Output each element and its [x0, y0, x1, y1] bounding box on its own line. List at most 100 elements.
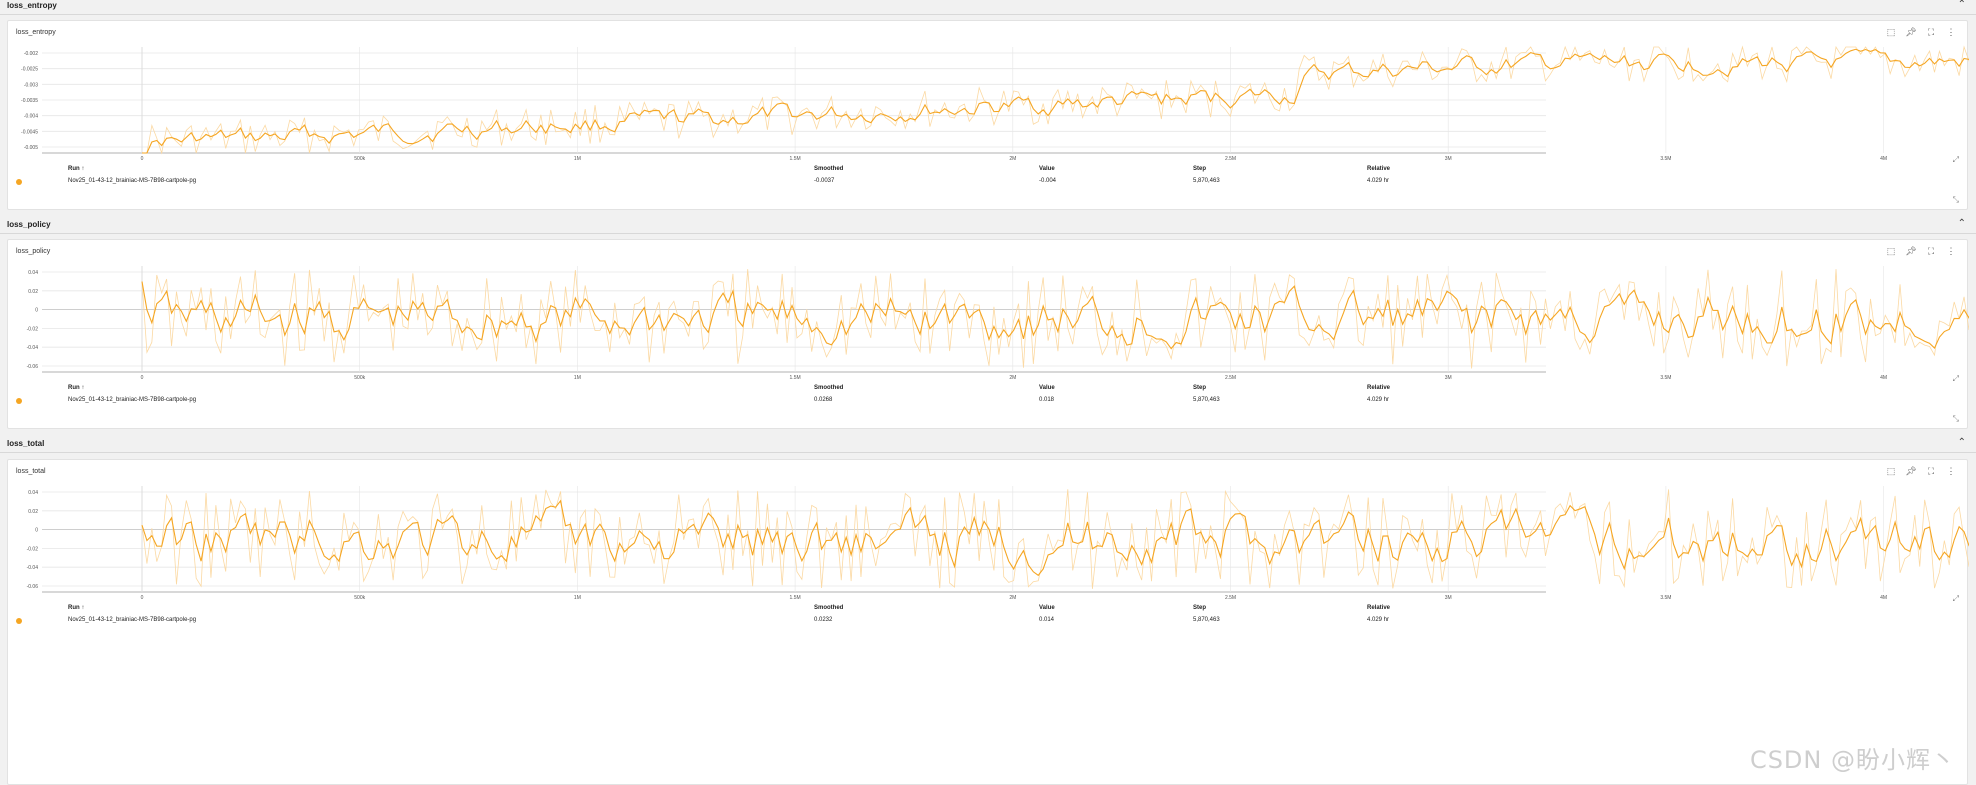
- pin-icon[interactable]: 📌︎: [1905, 466, 1917, 476]
- column-relative: Relative: [1367, 605, 1391, 611]
- x-tick-label: 3.5M: [1660, 156, 1671, 162]
- x-tick-label: 1.5M: [790, 156, 801, 162]
- more-vert-icon[interactable]: ⋮: [1946, 246, 1956, 256]
- fullscreen-icon[interactable]: ⛶: [1927, 27, 1935, 37]
- column-run[interactable]: Run ↑: [68, 605, 85, 611]
- line-chart[interactable]: 0.04 0.02 0 -0.02 -0.04 -0.06 0 500k 1M 1.5M 2M 2.5…: [8, 264, 1969, 394]
- pin-icon[interactable]: 📌︎: [1905, 27, 1917, 37]
- relative-value: 4.029 hr: [1367, 178, 1390, 184]
- run-name: Nov25_01-43-12_brainiac-MS-7B98-cartpole…: [68, 178, 197, 184]
- step-value: 5,870,463: [1193, 617, 1220, 623]
- chart-card-loss-total: loss_total ⬚ 📌︎ ⛶ ⋮ 0.04 0.02 0 -0.02 -0.04 -…: [7, 459, 1969, 785]
- x-tick-label: 2.5M: [1225, 156, 1236, 162]
- smoothed-series-line: [141, 499, 1969, 577]
- pin-icon[interactable]: 📌︎: [1905, 246, 1917, 256]
- line-chart[interactable]: -0.002 -0.0025 -0.003 -0.0035 -0.004 -0.0045 -…: [8, 45, 1969, 175]
- smoothed-value: 0.0268: [814, 397, 833, 403]
- expand-chart-icon[interactable]: ⤢: [1952, 374, 1959, 383]
- column-run[interactable]: Run ↑: [68, 166, 85, 172]
- run-color-dot: [16, 618, 22, 624]
- step-value: 5,870,463: [1193, 178, 1220, 184]
- more-vert-icon[interactable]: ⋮: [1946, 27, 1956, 37]
- column-smoothed: Smoothed: [814, 166, 844, 172]
- x-tick-label: 3.5M: [1660, 375, 1671, 381]
- section-title: loss_entropy: [7, 1, 57, 10]
- y-tick-label: -0.0025: [21, 67, 38, 73]
- x-tick-label: 1.5M: [790, 375, 801, 381]
- y-tick-label: 0: [35, 308, 38, 314]
- column-relative: Relative: [1367, 385, 1391, 391]
- divider: [0, 233, 1976, 234]
- column-run[interactable]: Run ↑: [68, 385, 85, 391]
- step-value: 5,870,463: [1193, 397, 1220, 403]
- y-tick-label: -0.02: [27, 326, 39, 332]
- y-tick-label: 0: [35, 528, 38, 534]
- expand-chart-icon[interactable]: ⤢: [1952, 594, 1959, 603]
- column-value: Value: [1039, 605, 1055, 611]
- section-header-loss-total[interactable]: loss_total ⌃: [0, 437, 1976, 453]
- raw-series-line: [141, 489, 1969, 589]
- card-title: loss_policy: [16, 248, 51, 255]
- raw-series-line: [142, 45, 1969, 155]
- chevron-up-icon[interactable]: ⌃: [1957, 218, 1966, 229]
- data-selection-icon[interactable]: ⬚: [1886, 246, 1896, 256]
- y-tick-label: -0.0045: [21, 129, 38, 135]
- expand-chart-icon[interactable]: ⤢: [1952, 155, 1959, 164]
- x-tick-label: 4M: [1880, 375, 1887, 381]
- watermark: CSDN @盼小辉丶: [1749, 746, 1956, 774]
- section-title: loss_policy: [7, 220, 51, 229]
- x-tick-label: 4M: [1880, 595, 1887, 601]
- raw-value: -0.004: [1039, 178, 1057, 184]
- card-toolbar: ⬚ 📌︎ ⛶ ⋮: [1885, 26, 1957, 38]
- y-tick-label: -0.06: [27, 364, 39, 370]
- more-vert-icon[interactable]: ⋮: [1946, 466, 1956, 476]
- y-tick-label: -0.003: [24, 82, 38, 88]
- resize-handle-icon[interactable]: ⤡: [1952, 195, 1959, 204]
- x-tick-label: 3M: [1445, 156, 1452, 162]
- data-selection-icon[interactable]: ⬚: [1886, 466, 1896, 476]
- section-header-loss-policy[interactable]: loss_policy ⌃: [0, 218, 1976, 234]
- card-toolbar: ⬚ 📌︎ ⛶ ⋮: [1885, 245, 1957, 257]
- y-tick-label: -0.004: [24, 114, 38, 120]
- x-tick-label: 500k: [354, 156, 365, 162]
- y-tick-label: -0.002: [24, 51, 38, 57]
- x-tick-label: 2.5M: [1225, 375, 1236, 381]
- y-tick-label: 0.04: [28, 270, 38, 276]
- card-title: loss_entropy: [16, 29, 56, 36]
- run-color-dot: [16, 398, 22, 404]
- x-tick-label: 3.5M: [1660, 595, 1671, 601]
- resize-handle-icon[interactable]: ⤡: [1952, 414, 1959, 423]
- y-tick-label: 0.02: [28, 509, 38, 515]
- run-name: Nov25_01-43-12_brainiac-MS-7B98-cartpole…: [68, 617, 197, 623]
- section-header-loss-entropy[interactable]: loss_entropy ⌃: [0, 0, 1976, 15]
- x-tick-label: 1.5M: [790, 595, 801, 601]
- chevron-up-icon[interactable]: ⌃: [1957, 437, 1966, 448]
- chevron-up-icon[interactable]: ⌃: [1957, 0, 1966, 10]
- run-name: Nov25_01-43-12_brainiac-MS-7B98-cartpole…: [68, 397, 197, 403]
- y-tick-label: 0.04: [28, 490, 38, 496]
- raw-series-line: [141, 269, 1969, 369]
- x-tick-label: 1M: [574, 595, 581, 601]
- column-smoothed: Smoothed: [814, 605, 844, 611]
- x-tick-label: 0: [141, 595, 144, 601]
- card-title: loss_total: [16, 468, 46, 475]
- card-toolbar: ⬚ 📌︎ ⛶ ⋮: [1885, 465, 1957, 477]
- y-tick-label: -0.02: [27, 546, 39, 552]
- column-step: Step: [1193, 385, 1207, 391]
- fullscreen-icon[interactable]: ⛶: [1927, 466, 1935, 476]
- x-tick-label: 1M: [574, 375, 581, 381]
- column-smoothed: Smoothed: [814, 385, 844, 391]
- column-step: Step: [1193, 605, 1207, 611]
- smoothed-value: -0.0037: [814, 178, 835, 184]
- x-tick-label: 500k: [354, 375, 365, 381]
- x-tick-label: 3M: [1445, 595, 1452, 601]
- column-step: Step: [1193, 166, 1207, 172]
- fullscreen-icon[interactable]: ⛶: [1927, 246, 1935, 256]
- data-selection-icon[interactable]: ⬚: [1886, 27, 1896, 37]
- relative-value: 4.029 hr: [1367, 617, 1390, 623]
- x-tick-label: 2M: [1009, 375, 1016, 381]
- line-chart[interactable]: 0.04 0.02 0 -0.02 -0.04 -0.06 0 500k 1M 1.5M 2M 2.5…: [8, 484, 1969, 614]
- x-tick-label: 2M: [1009, 595, 1016, 601]
- y-tick-label: -0.06: [27, 584, 39, 590]
- divider: [0, 14, 1976, 15]
